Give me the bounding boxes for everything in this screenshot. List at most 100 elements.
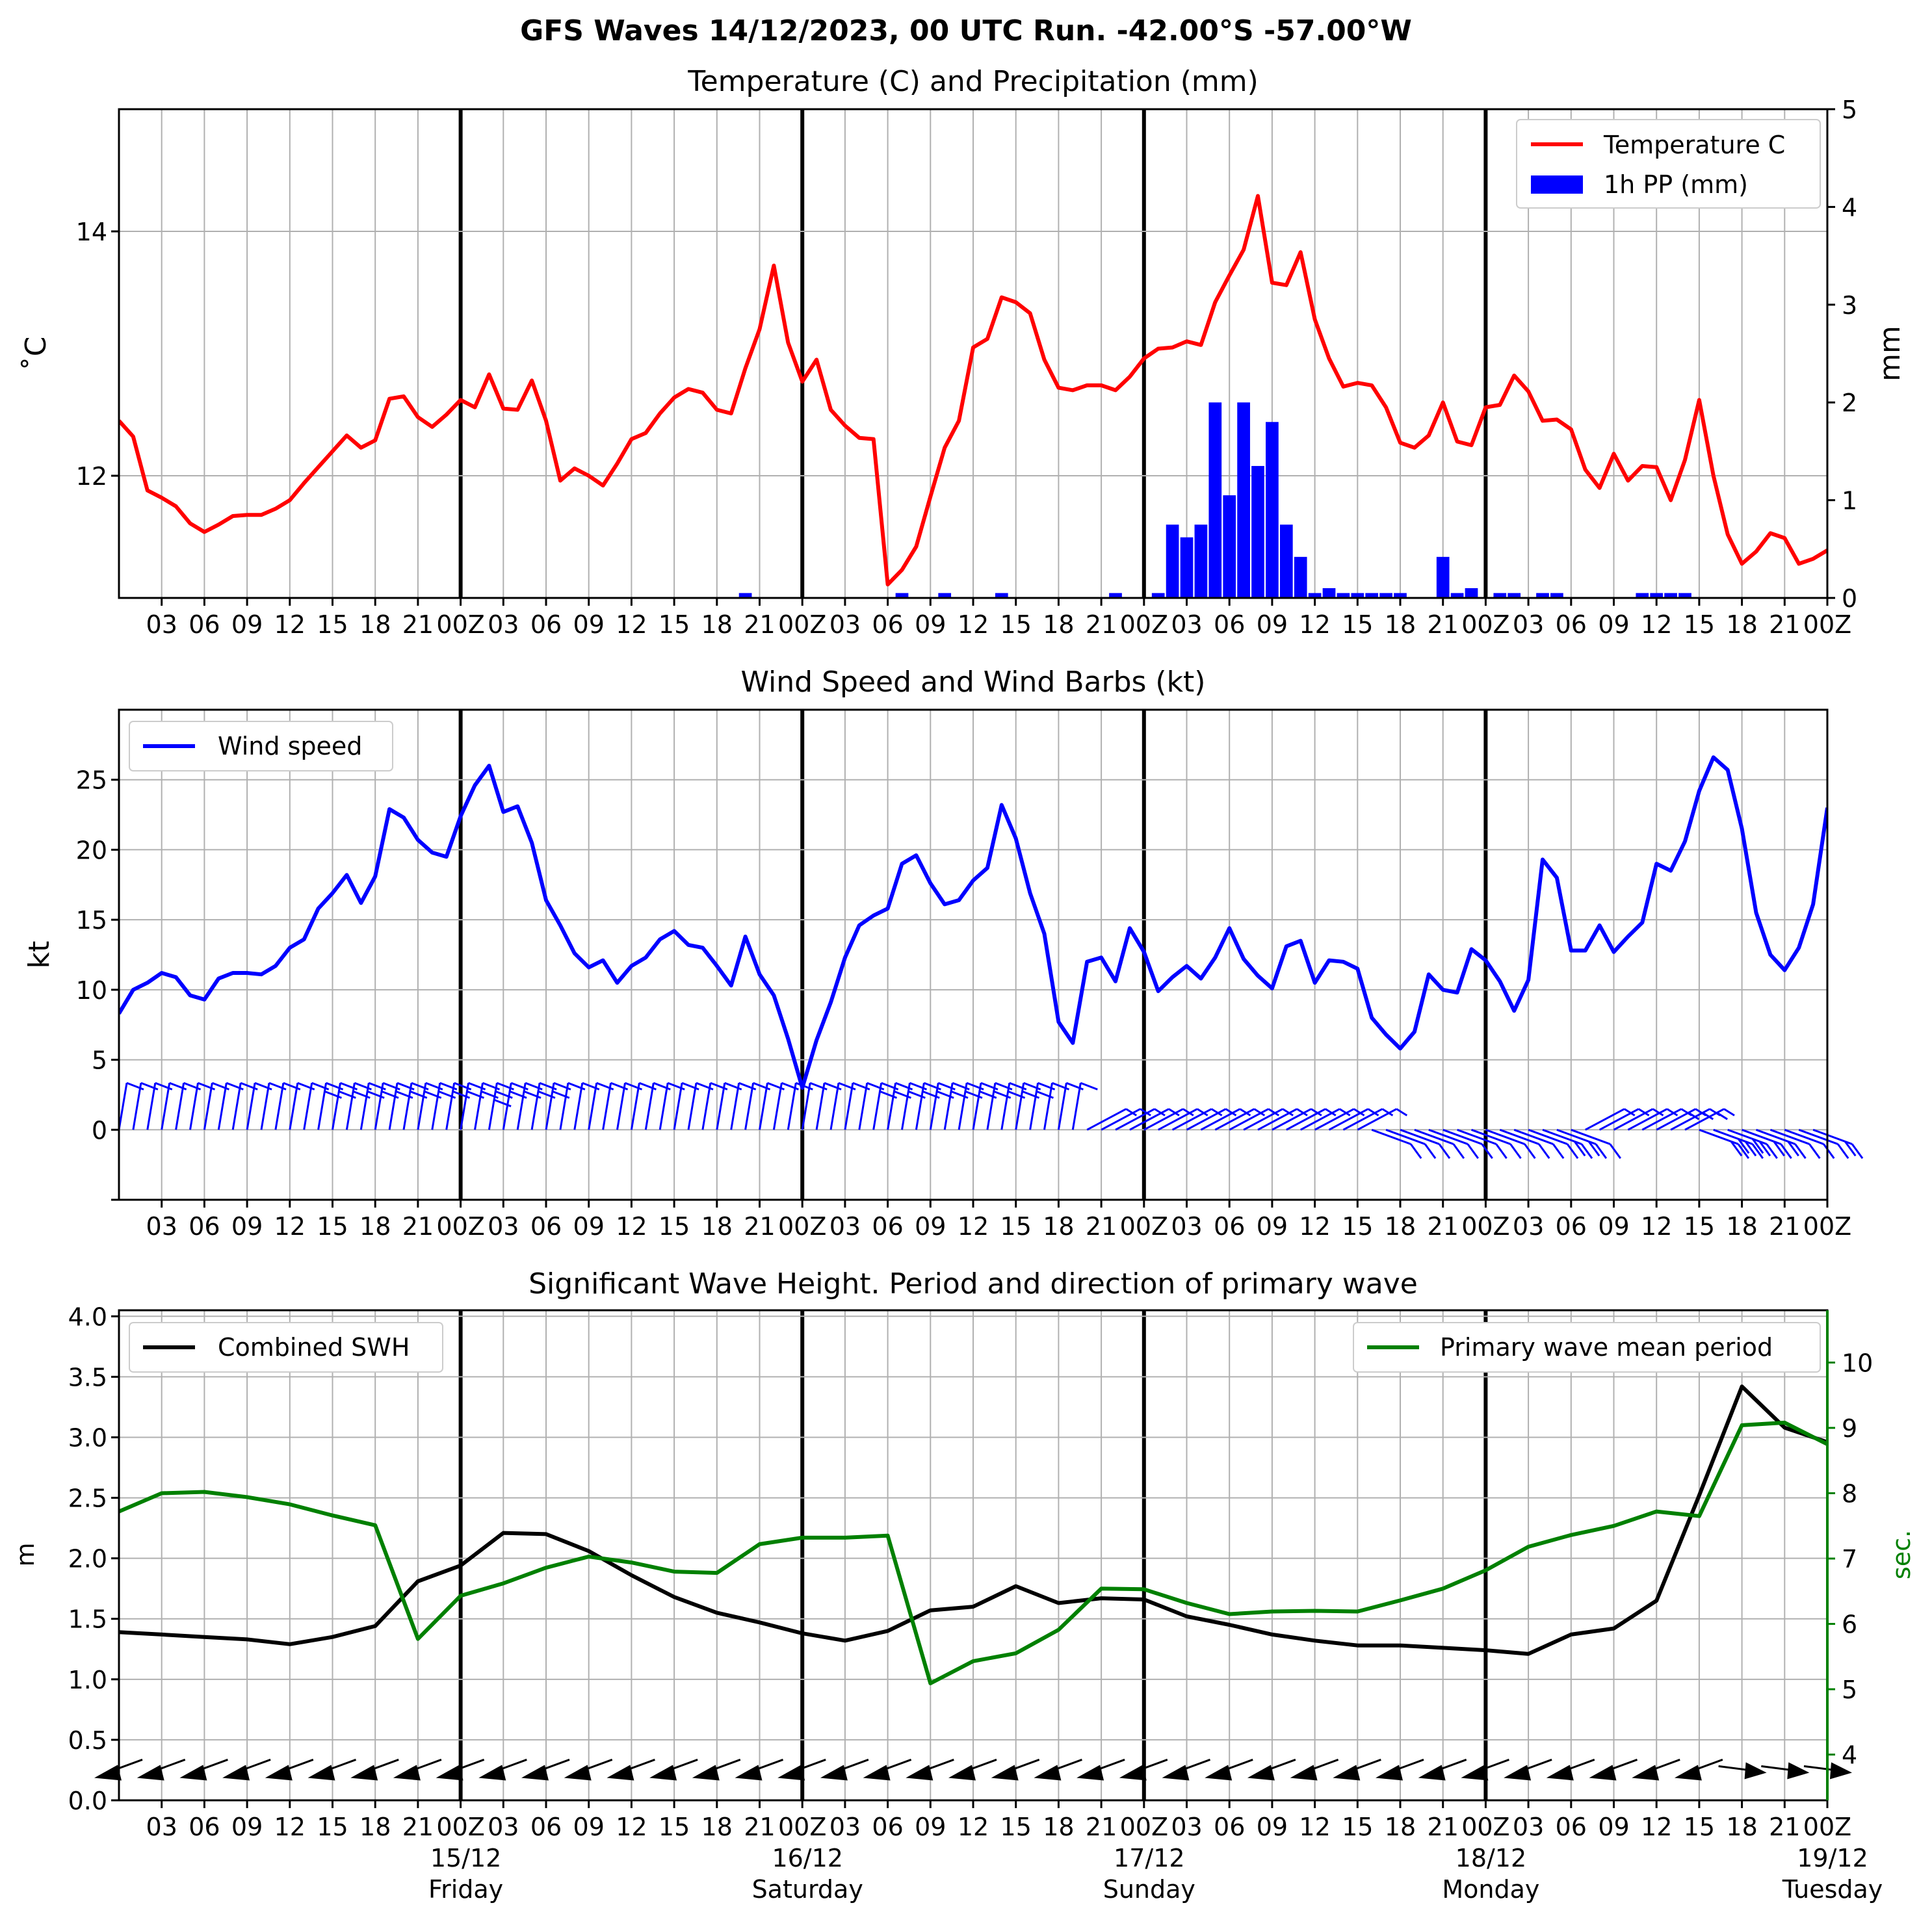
wind-barb-feather — [1723, 1108, 1735, 1117]
wind-barb-staff — [1528, 1128, 1568, 1145]
wind-barb — [1542, 1128, 1593, 1159]
wind-barb-staff — [616, 1083, 626, 1130]
wind-barb-staff — [772, 1083, 783, 1130]
wind-barb-feather — [1766, 1143, 1778, 1159]
wind-barb-staff — [644, 1083, 655, 1130]
wave-arrow-head — [991, 1765, 1019, 1781]
precip-bar — [1351, 593, 1364, 598]
x-tick-label: 15 — [1684, 1813, 1715, 1841]
wind-barb-staff — [474, 1083, 484, 1130]
wind-barb-staff — [1613, 1107, 1654, 1131]
wave-panel: Significant Wave Height. Period and dire… — [11, 1267, 1916, 1904]
wave-arrow-head — [607, 1765, 634, 1781]
precip-bar — [1194, 524, 1208, 598]
wind-barb-staff — [701, 1083, 712, 1130]
precip-bar — [1664, 593, 1677, 598]
x-tick-label: 18 — [359, 1813, 391, 1841]
wind-barb-staff — [1171, 1107, 1212, 1131]
x-tick-label: 06 — [189, 1212, 220, 1241]
wind-barb-feather — [1758, 1141, 1771, 1157]
temp-panel-title: Temperature (C) and Precipitation (mm) — [687, 65, 1259, 98]
x-tick-label: 12 — [1641, 1212, 1672, 1241]
x-tick-label: 09 — [1257, 1212, 1288, 1241]
wave-arrow-head — [307, 1765, 335, 1781]
x-tick-label: 09 — [231, 1813, 263, 1841]
x-tick-label: 09 — [1257, 610, 1288, 639]
x-tick-label: 00Z — [778, 1212, 826, 1241]
wind-barb-feather — [1737, 1143, 1750, 1159]
wind-barb-staff — [1115, 1107, 1155, 1131]
wind-barb — [1528, 1128, 1579, 1159]
y-tick-label: 4.0 — [68, 1302, 107, 1331]
x-tick-label: 15 — [1000, 1212, 1032, 1241]
wind-barb-feather — [1409, 1143, 1422, 1159]
x-tick-label: 21 — [402, 1212, 434, 1241]
wind-barb-feather — [1467, 1143, 1480, 1159]
wind-barb-staff — [759, 1083, 768, 1130]
wind-barb — [1428, 1128, 1480, 1159]
x-tick-label: 03 — [1171, 610, 1202, 639]
wind-barb-staff — [1599, 1107, 1639, 1131]
wind-barb — [1613, 1107, 1664, 1131]
wind-barb-staff — [1627, 1107, 1668, 1131]
wind-barb-feather — [1566, 1143, 1579, 1159]
y-tick-label: 1.0 — [68, 1666, 107, 1694]
wind-barb — [1314, 1107, 1365, 1131]
wave-arrow-head — [393, 1765, 421, 1781]
x-tick-label: 18 — [359, 1212, 391, 1241]
wave-direction-arrow — [521, 1759, 570, 1781]
x-tick-label: 00Z — [778, 1813, 826, 1841]
x-tick-label: 18 — [1385, 1212, 1416, 1241]
wave-direction-arrow — [1803, 1762, 1852, 1780]
wind-barb-feather — [1773, 1141, 1786, 1157]
precip-bar — [1678, 593, 1691, 598]
wind-barb-staff — [189, 1083, 199, 1130]
wind-barb-staff — [844, 1083, 854, 1130]
swh-legend-label: Combined SWH — [218, 1333, 410, 1362]
wind-barb-staff — [1400, 1128, 1440, 1145]
wind-barb-staff — [431, 1083, 441, 1130]
wind-panel-title: Wind Speed and Wind Barbs (kt) — [741, 666, 1206, 699]
wind-barb — [1385, 1128, 1437, 1159]
wind-barb — [1470, 1128, 1522, 1159]
wind-barb-staff — [588, 1083, 598, 1130]
wind-barb-staff — [1414, 1128, 1454, 1145]
precip-bar — [938, 593, 952, 598]
x-tick-label: 09 — [1598, 1212, 1629, 1241]
series-line-2 — [119, 755, 1827, 1090]
wave-direction-arrow — [1589, 1759, 1638, 1781]
wave-direction-arrow — [307, 1759, 357, 1781]
wind-barb — [1798, 1128, 1849, 1159]
x-tick-label: 12 — [958, 1813, 989, 1841]
x-tick-label: 00Z — [436, 1813, 484, 1841]
x-tick-label: 00Z — [1461, 1212, 1509, 1241]
wind-barb-staff — [274, 1083, 285, 1130]
wind-barb-staff — [1057, 1083, 1067, 1130]
precip-bar — [1337, 593, 1350, 598]
x-tick-label: 21 — [1086, 610, 1117, 639]
wave-direction-arrow — [350, 1759, 399, 1781]
wind-barb-staff — [972, 1083, 982, 1130]
wave-arrow-head — [1461, 1765, 1489, 1781]
x-tick-label: 03 — [1513, 1212, 1544, 1241]
precip-bar — [1365, 593, 1379, 598]
x-tick-label: 15 — [1684, 1212, 1715, 1241]
wind-barb-feather — [1744, 1141, 1757, 1157]
wind-barb-feather — [1538, 1143, 1550, 1159]
wind-barb-feather — [1196, 1108, 1208, 1117]
wind-barb-staff — [559, 1083, 569, 1130]
x-tick-label: 12 — [274, 1813, 306, 1841]
wind-barb-staff — [1470, 1128, 1511, 1145]
wind-barb-staff — [1286, 1107, 1326, 1131]
y-tick-label: 2.5 — [68, 1484, 107, 1513]
wind-barb — [1286, 1107, 1337, 1131]
wind-barb-feather — [1367, 1108, 1379, 1117]
wind-barb-staff — [303, 1083, 313, 1130]
wind-barb-staff — [1485, 1128, 1525, 1145]
wind-barb-feather — [1580, 1143, 1593, 1159]
x-tick-label: 06 — [872, 610, 903, 639]
wave-arrow-head — [564, 1765, 592, 1781]
wave-direction-arrow — [1162, 1759, 1211, 1781]
wave-direction-arrow — [1077, 1759, 1125, 1781]
